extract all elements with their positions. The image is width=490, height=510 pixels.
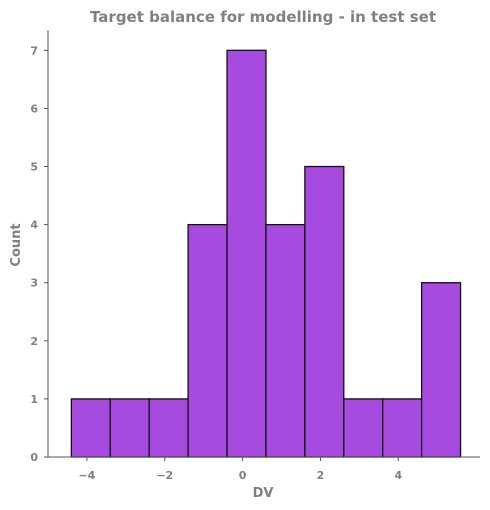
x-tick-label: 0 [239, 469, 247, 482]
y-tick-label: 3 [30, 277, 38, 290]
histogram-bar-0 [70, 398, 111, 458]
y-tick-label: 5 [30, 161, 38, 174]
x-tick-label: 2 [317, 469, 325, 482]
histogram-bar-7 [343, 398, 384, 458]
y-axis-label: Count [9, 223, 24, 266]
x-axis-label: DV [253, 486, 274, 501]
x-tick-label: 4 [394, 469, 402, 482]
y-ticks-group: 0 1 2 3 4 5 6 7 [30, 44, 48, 464]
y-tick-label: 2 [30, 335, 38, 348]
y-tick-label: 7 [30, 44, 38, 57]
histogram-bar-5 [265, 223, 306, 458]
bars-group [70, 49, 462, 458]
histogram-bar-9 [420, 282, 462, 458]
y-tick-label: 1 [30, 393, 38, 406]
x-tick-label: −2 [156, 469, 173, 482]
histogram-bar-6 [304, 165, 345, 458]
histogram-bar-1 [109, 398, 150, 458]
x-ticks-group: −4 −2 0 2 4 [78, 457, 402, 482]
histogram-bar-3 [187, 223, 228, 458]
y-tick-label: 4 [30, 219, 38, 232]
histogram-bar-4 [226, 49, 267, 458]
y-tick-label: 6 [30, 102, 38, 115]
chart-title: Target balance for modelling - in test s… [90, 8, 436, 26]
histogram-bar-2 [148, 398, 189, 458]
x-tick-label: −4 [78, 469, 95, 482]
histogram-bar-8 [382, 398, 423, 458]
y-tick-label: 0 [30, 451, 38, 464]
